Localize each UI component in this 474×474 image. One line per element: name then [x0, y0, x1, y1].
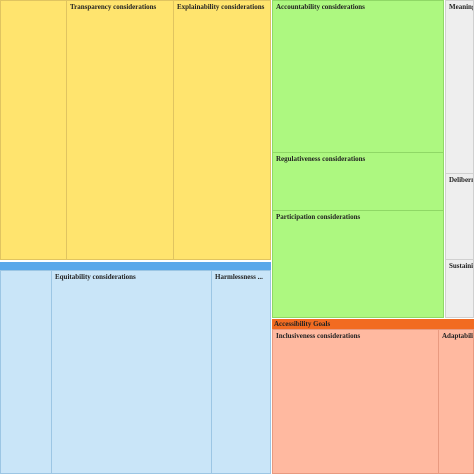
- cell: Sustaini: [445, 259, 474, 318]
- cell: [0, 270, 52, 474]
- group-header: Accessibility Goals: [272, 319, 474, 329]
- cell-label: Adaptabili: [442, 332, 474, 340]
- cell-label: Accountability considerations: [276, 3, 365, 11]
- cell: Accountability considerations: [272, 0, 444, 153]
- cell-label: Deliberm: [449, 176, 473, 184]
- cell-label: Explainability considerations: [177, 3, 265, 11]
- cell-label: Equitability considerations: [55, 273, 136, 281]
- cell: Explainability considerations: [173, 0, 271, 260]
- cell: Meaning: [445, 0, 474, 174]
- cell: Participation considerations: [272, 210, 444, 318]
- cell: Regulativeness considerations: [272, 152, 444, 211]
- cell: Equitability considerations: [51, 270, 212, 474]
- cell-label: Participation considerations: [276, 213, 361, 221]
- cell-label: Regulativeness considerations: [276, 155, 366, 163]
- cell-label: Transparency considerations: [70, 3, 157, 11]
- cell-label: Sustaini: [449, 262, 474, 270]
- cell: Deliberm: [445, 173, 474, 260]
- cell-label: Inclusiveness considerations: [276, 332, 361, 340]
- cell-label: Harmlessness ...: [215, 273, 263, 281]
- cell: Adaptabili: [438, 329, 474, 474]
- cell: [0, 0, 67, 260]
- cell-label: Meaning: [449, 3, 474, 11]
- cell: Harmlessness ...: [211, 270, 271, 474]
- group-header: [0, 262, 271, 270]
- cell: Inclusiveness considerations: [272, 329, 439, 474]
- group-title: Accessibility Goals: [274, 320, 331, 328]
- cell: Transparency considerations: [66, 0, 174, 260]
